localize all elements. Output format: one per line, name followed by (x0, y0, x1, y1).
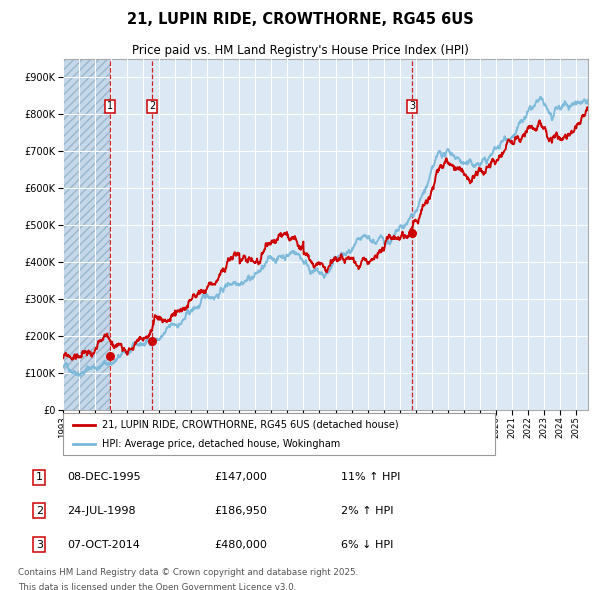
Text: Price paid vs. HM Land Registry's House Price Index (HPI): Price paid vs. HM Land Registry's House … (131, 44, 469, 57)
Bar (63, 59, 110, 410)
Text: This data is licensed under the Open Government Licence v3.0.: This data is licensed under the Open Gov… (18, 583, 296, 590)
FancyBboxPatch shape (63, 413, 495, 455)
Text: 08-DEC-1995: 08-DEC-1995 (67, 473, 140, 483)
Text: £480,000: £480,000 (214, 539, 267, 549)
Text: 3: 3 (409, 101, 415, 112)
Text: 2% ↑ HPI: 2% ↑ HPI (341, 506, 393, 516)
Text: 24-JUL-1998: 24-JUL-1998 (67, 506, 136, 516)
Text: Contains HM Land Registry data © Crown copyright and database right 2025.: Contains HM Land Registry data © Crown c… (18, 568, 358, 578)
Text: 21, LUPIN RIDE, CROWTHORNE, RG45 6US (detached house): 21, LUPIN RIDE, CROWTHORNE, RG45 6US (de… (102, 420, 398, 430)
Text: £147,000: £147,000 (214, 473, 267, 483)
Text: HPI: Average price, detached house, Wokingham: HPI: Average price, detached house, Woki… (102, 440, 340, 450)
Text: 1: 1 (36, 473, 43, 483)
Text: 11% ↑ HPI: 11% ↑ HPI (341, 473, 400, 483)
Text: £186,950: £186,950 (214, 506, 267, 516)
Text: 3: 3 (36, 539, 43, 549)
Text: 21, LUPIN RIDE, CROWTHORNE, RG45 6US: 21, LUPIN RIDE, CROWTHORNE, RG45 6US (127, 12, 473, 27)
Text: 2: 2 (36, 506, 43, 516)
Text: 2: 2 (149, 101, 155, 112)
Text: 6% ↓ HPI: 6% ↓ HPI (341, 539, 393, 549)
Text: 1: 1 (107, 101, 113, 112)
Text: 07-OCT-2014: 07-OCT-2014 (67, 539, 140, 549)
